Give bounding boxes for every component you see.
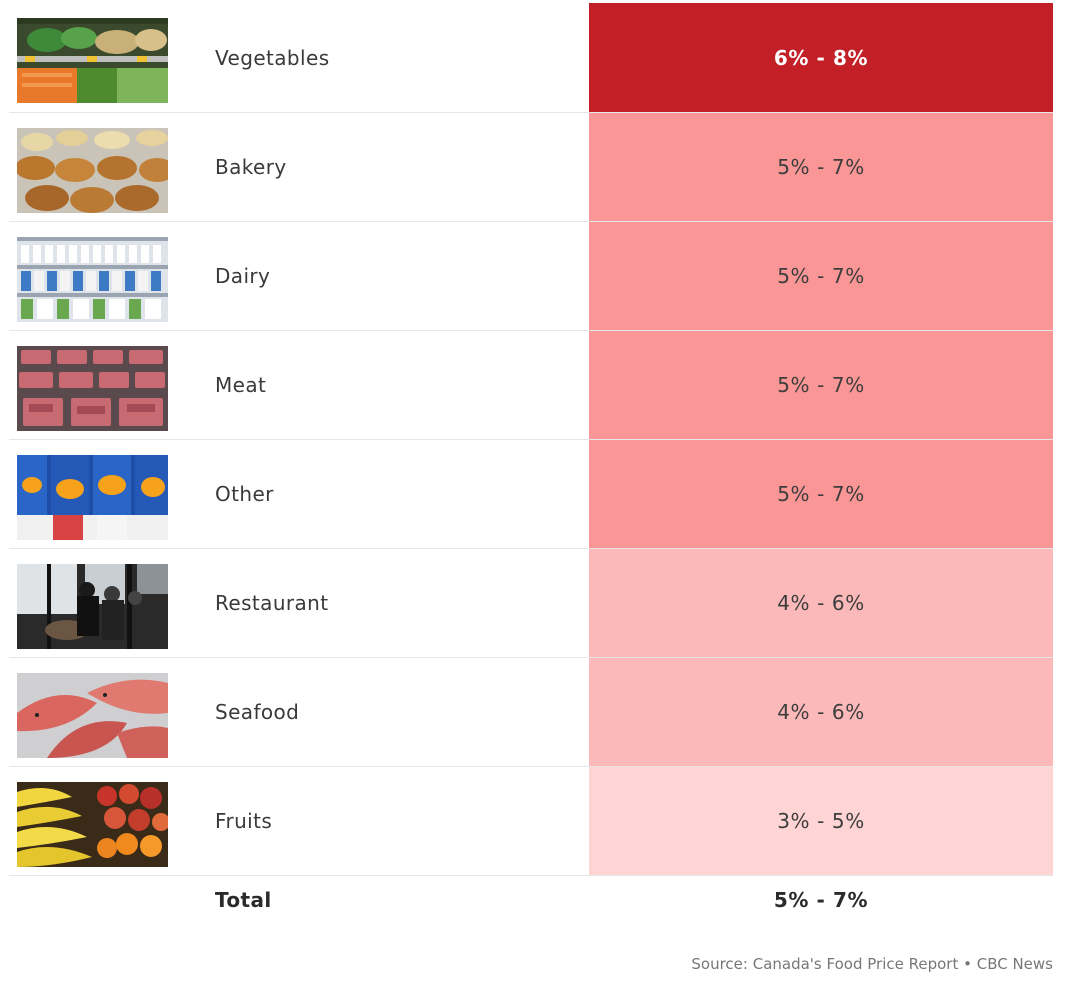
restaurant-photo [17,564,168,649]
category-label: Restaurant [215,591,329,615]
category-label: Other [215,482,274,506]
category-label: Bakery [215,155,287,179]
range-cell: 5% - 7% [589,222,1053,330]
category-label: Fruits [215,809,273,833]
table-row: Restaurant 4% - 6% [9,549,1053,658]
range-cell: 5% - 7% [589,440,1053,548]
total-row: Total 5% - 7% [9,880,1053,920]
table-row: Other 5% - 7% [9,440,1053,549]
range-cell: 6% - 8% [589,3,1053,112]
seafood-photo [17,673,168,758]
category-label: Dairy [215,264,271,288]
range-cell: 4% - 6% [589,658,1053,766]
category-label: Meat [215,373,267,397]
range-cell: 3% - 5% [589,767,1053,875]
source-note: Source: Canada's Food Price Report • CBC… [691,955,1053,973]
table-row: Seafood 4% - 6% [9,658,1053,767]
vegetables-photo [17,18,168,103]
total-label: Total [215,888,272,912]
total-value: 5% - 7% [773,888,869,912]
table-row: Fruits 3% - 5% [9,767,1053,876]
meat-photo [17,346,168,431]
forecast-table: Vegetables 6% - 8% Bakery 5% - 7% Dairy 5% - … [9,3,1053,876]
category-label: Seafood [215,700,300,724]
packaged-goods-photo [17,455,168,540]
fruits-photo [17,782,168,867]
bakery-photo [17,128,168,213]
range-cell: 5% - 7% [589,113,1053,221]
range-cell: 4% - 6% [589,549,1053,657]
table-row: Meat 5% - 7% [9,331,1053,440]
table-row: Dairy 5% - 7% [9,222,1053,331]
table-row: Vegetables 6% - 8% [9,3,1053,113]
category-label: Vegetables [215,45,330,70]
range-cell: 5% - 7% [589,331,1053,439]
dairy-photo [17,237,168,322]
table-row: Bakery 5% - 7% [9,113,1053,222]
